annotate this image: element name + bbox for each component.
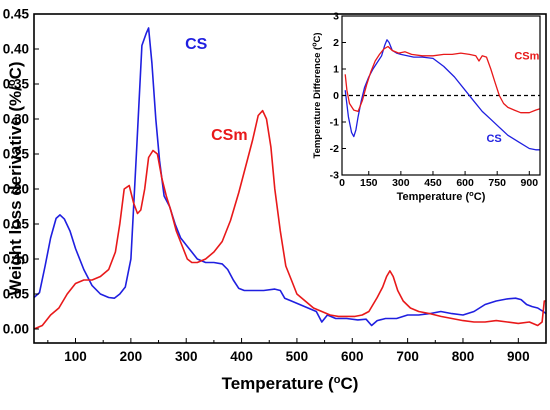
y-tick-label: 0.15: [3, 217, 30, 232]
x-axis-label: Temperature (oC): [397, 189, 486, 203]
y-tick-label: -3: [330, 170, 339, 182]
y-tick-label: 0.35: [3, 77, 30, 92]
x-tick-label: 100: [64, 349, 87, 364]
x-tick-label: 300: [175, 349, 198, 364]
series-line-csm: [33, 109, 546, 330]
x-tick-label: 600: [456, 177, 474, 189]
y-axis-label-unit-close: C): [6, 61, 25, 79]
x-tick-label: 0: [339, 177, 345, 189]
x-tick-label: 400: [230, 349, 253, 364]
x-tick-label: 600: [341, 349, 364, 364]
x-axis-label-text: Temperature: [222, 374, 324, 393]
x-tick-label: 150: [360, 177, 378, 189]
y-tick-label: -2: [330, 143, 339, 155]
y-tick-label: 0.00: [3, 322, 29, 337]
y-tick-label: 1: [333, 64, 339, 76]
plot-frame: [33, 13, 547, 344]
x-tick-label: 900: [507, 349, 530, 364]
y-axis-label-unit-close: C): [312, 32, 323, 42]
x-tick-label: 300: [392, 177, 410, 189]
x-axis-label-unit-open: (: [323, 374, 334, 393]
y-tick-label: 3: [333, 11, 339, 23]
y-tick-label: 0.25: [3, 147, 30, 162]
x-axis-label-degree: o: [334, 374, 341, 386]
x-axis-label-unit-close: C): [474, 191, 486, 203]
y-tick-label: 0.45: [3, 7, 30, 22]
y-axis-label-degree: o: [312, 43, 319, 47]
x-axis-label-degree: o: [469, 189, 474, 198]
y-tick-label: -1: [330, 117, 339, 129]
x-axis-label-unit-open: (: [462, 191, 469, 203]
y-tick-label: 2: [333, 37, 339, 49]
x-axis-label-text: Temperature: [397, 191, 463, 203]
x-tick-label: 800: [452, 349, 475, 364]
series-label-cs: CS: [185, 36, 208, 53]
x-tick-label: 700: [396, 349, 419, 364]
y-tick-label: 0.05: [3, 287, 30, 302]
x-tick-label: 200: [120, 349, 143, 364]
x-tick-label: 450: [424, 177, 442, 189]
x-axis-label: Temperature (oC): [222, 374, 359, 393]
y-axis-label: Temperature Difference (oC): [312, 32, 324, 158]
y-axis-label-text: Weight loss derivative (%/: [6, 86, 25, 296]
y-tick-label: 0.10: [3, 252, 29, 267]
x-axis-label-unit-close: C): [340, 374, 358, 393]
series-line-csm: [344, 45, 541, 114]
x-tick-label: 500: [286, 349, 309, 364]
series-label-csm: CSm: [514, 51, 539, 63]
y-tick-label: 0.40: [3, 42, 29, 57]
series-line-cs: [33, 27, 547, 327]
series-label-csm: CSm: [211, 127, 247, 144]
series-label-cs: CS: [486, 133, 501, 145]
x-tick-label: 750: [488, 177, 506, 189]
y-tick-label: 0.30: [3, 112, 29, 127]
y-tick-label: 0: [333, 90, 339, 102]
y-axis-label-degree: o: [6, 79, 18, 86]
y-axis-label-text: Temperature Difference (: [312, 46, 323, 159]
y-axis-label: Weight loss derivative (%/oC): [6, 61, 25, 295]
y-tick-label: 0.20: [3, 182, 29, 197]
x-tick-label: 900: [521, 177, 539, 189]
